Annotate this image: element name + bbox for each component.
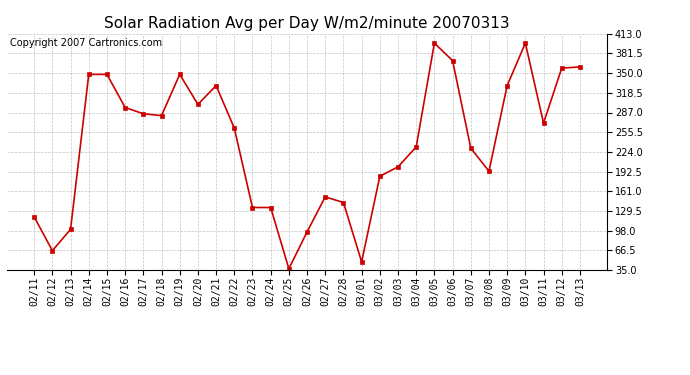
Title: Solar Radiation Avg per Day W/m2/minute 20070313: Solar Radiation Avg per Day W/m2/minute … xyxy=(104,16,510,31)
Text: Copyright 2007 Cartronics.com: Copyright 2007 Cartronics.com xyxy=(10,39,162,48)
